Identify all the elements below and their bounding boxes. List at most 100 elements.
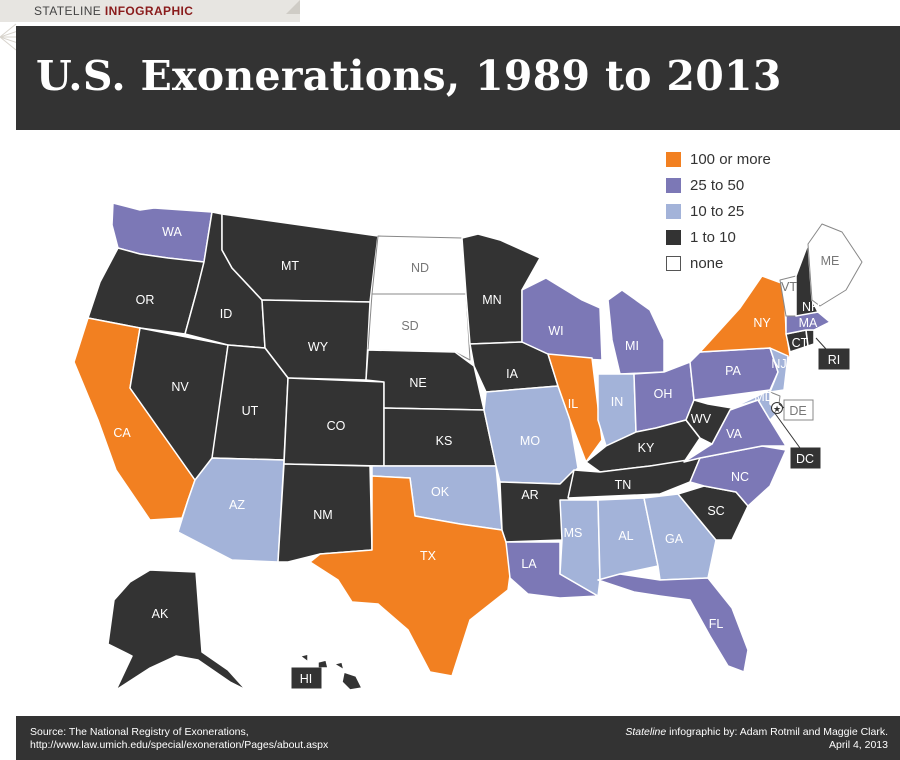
label-CA: CA	[113, 426, 131, 440]
label-NE: NE	[409, 376, 426, 390]
label-WI: WI	[548, 324, 563, 338]
label-CO: CO	[327, 419, 346, 433]
state-TX	[309, 475, 513, 677]
label-AZ: AZ	[229, 498, 245, 512]
callout-leader-DC	[773, 411, 801, 449]
legend-item: 25 to 50	[666, 172, 771, 198]
state-WI	[521, 277, 603, 361]
label-ND: ND	[411, 261, 429, 275]
label-TX: TX	[420, 549, 437, 563]
label-KS: KS	[436, 434, 453, 448]
legend-swatch	[666, 255, 681, 271]
credit-note: Stateline infographic by: Adam Rotmil an…	[625, 726, 888, 752]
legend-item: 10 to 25	[666, 198, 771, 224]
label-TN: TN	[615, 478, 632, 492]
source-url[interactable]: http://www.law.umich.edu/special/exonera…	[30, 739, 329, 751]
label-MT: MT	[281, 259, 299, 273]
label-LA: LA	[521, 557, 537, 571]
label-MS: MS	[564, 526, 583, 540]
state-labels: WA OR CA NV ID MT WY UT AZ CO NM ND SD N…	[113, 225, 850, 689]
label-VT: VT	[781, 280, 797, 294]
legend-swatch	[666, 151, 681, 167]
tab-fold-corner	[286, 0, 300, 14]
callout-box-DE	[783, 399, 814, 421]
label-OK: OK	[431, 485, 450, 499]
capital-star-icon	[771, 402, 783, 414]
legend-label: 1 to 10	[690, 228, 736, 246]
callout-leader-RI	[815, 337, 827, 350]
label-NY: NY	[753, 316, 771, 330]
sunburst-icon	[0, 23, 18, 51]
callout-DC: DC	[790, 447, 821, 469]
title-banner: U.S. Exonerations, 1989 to 2013	[16, 26, 900, 130]
label-HI: HI	[300, 672, 313, 686]
label-ME: ME	[821, 254, 840, 268]
label-MO: MO	[520, 434, 540, 448]
legend-item: 1 to 10	[666, 224, 771, 250]
label-UT: UT	[242, 404, 259, 418]
capital-star-glyph: ★	[773, 404, 781, 414]
callout-HI: HI	[291, 667, 322, 689]
kicker-tab	[0, 0, 300, 22]
label-WV: WV	[691, 412, 712, 426]
label-OH: OH	[654, 387, 673, 401]
label-MA: MA	[799, 316, 818, 330]
label-IL: IL	[568, 397, 578, 411]
label-DC: DC	[796, 452, 814, 466]
footer: Source: The National Registry of Exonera…	[16, 716, 900, 760]
label-NC: NC	[731, 470, 749, 484]
label-CT: CT	[792, 336, 809, 350]
state-NH	[795, 243, 819, 317]
label-GA: GA	[665, 532, 684, 546]
label-AL: AL	[618, 529, 633, 543]
label-SC: SC	[707, 504, 724, 518]
callout-leader-DE	[778, 403, 785, 409]
credit-italic: Stateline	[625, 726, 667, 738]
label-ID: ID	[220, 307, 233, 321]
legend-label: none	[690, 254, 724, 272]
label-FL: FL	[709, 617, 724, 631]
label-SD: SD	[401, 319, 418, 333]
state-AL	[597, 497, 659, 581]
kicker: STATELINE INFOGRAPHIC	[34, 4, 194, 18]
label-VA: VA	[726, 427, 742, 441]
state-AK	[107, 569, 247, 691]
label-NM: NM	[313, 508, 332, 522]
label-WA: WA	[162, 225, 182, 239]
state-SD	[367, 293, 471, 361]
label-PA: PA	[725, 364, 741, 378]
state-HI	[299, 653, 363, 691]
label-OR: OR	[136, 293, 155, 307]
state-WV	[685, 399, 733, 445]
callout-RI: RI	[818, 348, 850, 370]
state-ME	[807, 223, 863, 307]
legend-item: 100 or more	[666, 146, 771, 172]
us-map: ★ WA OR CA NV ID MT WY UT AZ CO NM ND SD…	[73, 202, 863, 691]
legend-item: none	[666, 250, 771, 276]
label-NH: NH	[802, 300, 820, 314]
legend: 100 or more 25 to 50 10 to 25 1 to 10 no…	[666, 146, 771, 276]
callout-box-HI	[291, 667, 322, 689]
state-MI	[607, 289, 665, 375]
credit-rest: infographic by: Adam Rotmil and Maggie C…	[666, 726, 888, 738]
label-NJ: NJ	[771, 357, 786, 371]
label-MD: MD	[754, 390, 773, 404]
label-IA: IA	[506, 367, 518, 381]
label-AR: AR	[521, 488, 538, 502]
label-MI: MI	[625, 339, 639, 353]
label-IN: IN	[611, 395, 624, 409]
callout-box-DC	[790, 447, 821, 469]
credit-date: April 4, 2013	[829, 739, 888, 751]
legend-swatch	[666, 177, 681, 193]
source-line-1: Source: The National Registry of Exonera…	[30, 726, 249, 738]
label-KY: KY	[638, 441, 655, 455]
credit-line: Stateline infographic by: Adam Rotmil an…	[625, 726, 888, 739]
legend-label: 10 to 25	[690, 202, 745, 220]
label-AK: AK	[152, 607, 169, 621]
state-FL	[597, 573, 749, 673]
label-MN: MN	[482, 293, 501, 307]
callout-DE: DE	[783, 399, 814, 421]
page-title: U.S. Exonerations, 1989 to 2013	[36, 52, 782, 100]
legend-swatch	[666, 203, 681, 219]
label-NV: NV	[171, 380, 189, 394]
